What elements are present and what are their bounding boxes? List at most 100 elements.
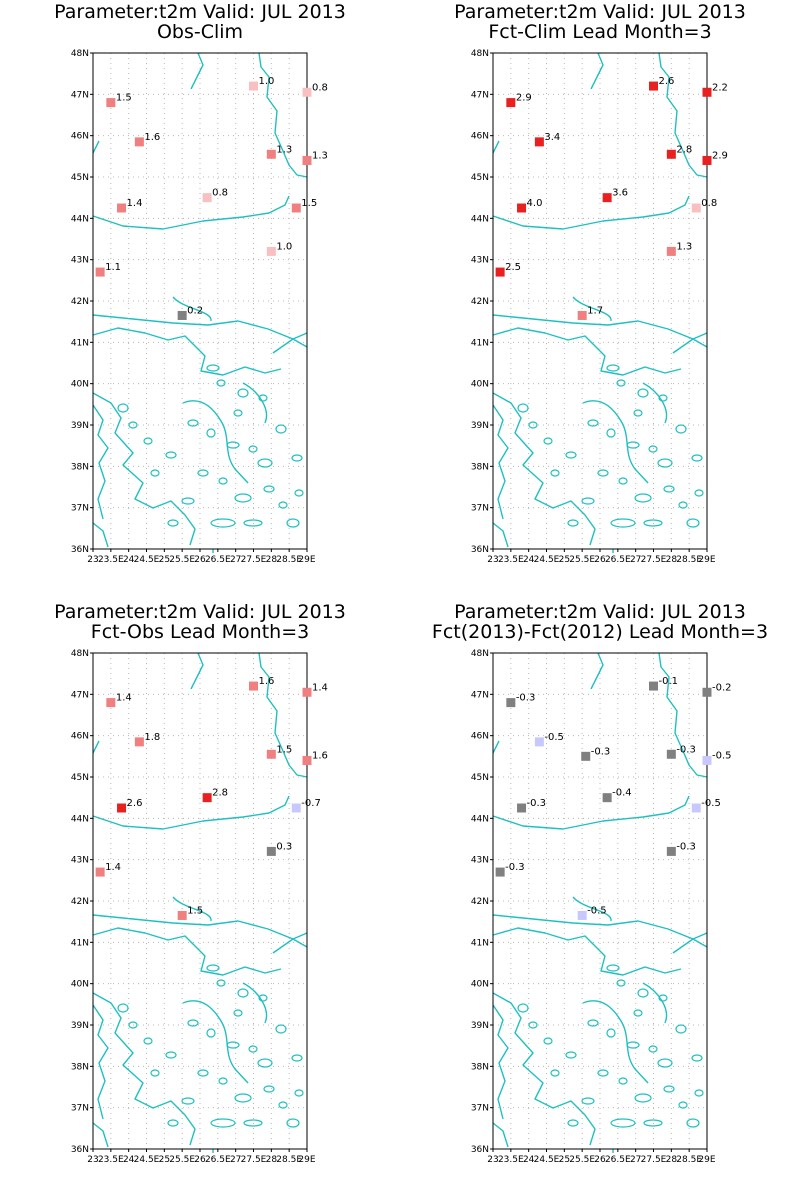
lon-tick-label: 28.5E [276, 555, 302, 565]
island [606, 964, 620, 972]
island [587, 1019, 599, 1027]
lon-tick-label: 25.5E [169, 1155, 195, 1165]
island [258, 994, 268, 1002]
island [243, 519, 263, 527]
station-marker [202, 793, 212, 803]
island [565, 1051, 577, 1059]
coastline [658, 52, 708, 178]
station-marker [266, 149, 276, 159]
lat-tick-label: 46N [471, 732, 489, 742]
lat-tick-label: 37N [471, 504, 489, 514]
island [286, 1118, 300, 1128]
panel-subtitle: Fct(2013)-Fct(2012) Lead Month=3 [432, 621, 768, 643]
lon-tick-label: 25.5E [569, 1155, 595, 1165]
lat-tick-label: 47N [71, 690, 89, 700]
lat-tick-label: 37N [71, 504, 89, 514]
island [234, 493, 252, 503]
lat-tick-label: 36N [71, 1145, 89, 1155]
island [616, 979, 626, 987]
lat-tick-label: 42N [471, 897, 489, 907]
island [216, 379, 226, 387]
station-marker [302, 687, 312, 697]
island [686, 518, 700, 528]
station-value: -0.3 [591, 746, 611, 757]
lon-tick-label: 26.5E [205, 1155, 231, 1165]
island [291, 454, 303, 462]
island [691, 454, 703, 462]
station-marker [702, 687, 712, 697]
island [657, 1058, 673, 1068]
station-value: -0.3 [676, 841, 696, 852]
panel-subtitle: Fct-Clim Lead Month=3 [488, 21, 711, 43]
lon-tick-label: 28.5E [276, 1155, 302, 1165]
lon-tick-label: 25.5E [169, 555, 195, 565]
coastline [172, 296, 212, 322]
coastline [492, 195, 690, 230]
coastline [242, 982, 268, 1024]
island [581, 497, 595, 505]
lat-tick-label: 39N [71, 421, 89, 431]
island [550, 469, 560, 477]
lon-tick-label: 27 [630, 1155, 641, 1165]
coastline [492, 392, 596, 546]
island [658, 394, 668, 402]
island [243, 1119, 263, 1127]
lon-tick-label: 23.5E [98, 555, 124, 565]
station-marker [177, 310, 187, 320]
island [606, 364, 620, 372]
island [226, 441, 240, 449]
island [686, 1118, 700, 1128]
lat-tick-label: 42N [471, 297, 489, 307]
lon-tick-label: 29E [298, 1155, 315, 1165]
coastline [492, 740, 500, 754]
lon-tick-label: 23.5E [498, 1155, 524, 1165]
station-marker [266, 846, 276, 856]
coastline [92, 740, 100, 754]
station-value: -0.1 [659, 676, 679, 687]
island [618, 1077, 628, 1085]
coastline [172, 896, 212, 922]
station-marker [117, 803, 127, 813]
station-marker [702, 87, 712, 97]
island [218, 1077, 228, 1085]
lon-tick-label: 25.5E [569, 555, 595, 565]
island [165, 451, 177, 459]
station-marker [95, 867, 105, 877]
coastline [590, 652, 604, 690]
station-value: 1.3 [676, 241, 692, 252]
island [206, 428, 216, 438]
island [206, 1028, 216, 1038]
lat-tick-label: 43N [71, 256, 89, 266]
station-marker [266, 749, 276, 759]
lat-tick-label: 48N [71, 49, 89, 59]
coastline [92, 392, 196, 546]
island [181, 1097, 195, 1105]
lat-tick-label: 44N [71, 214, 89, 224]
station-value: 1.5 [276, 744, 292, 755]
lat-tick-label: 40N [471, 980, 489, 990]
coastline [182, 1000, 249, 1084]
island [237, 988, 249, 998]
station-marker [134, 137, 144, 147]
station-value: -0.4 [612, 788, 632, 799]
coastline [672, 332, 708, 354]
lat-tick-label: 41N [471, 338, 489, 348]
coastline [182, 400, 249, 484]
island [165, 1051, 177, 1059]
lat-tick-label: 46N [71, 732, 89, 742]
lon-tick-label: 25 [159, 555, 170, 565]
station-marker [517, 803, 527, 813]
lon-tick-label: 27 [230, 555, 241, 565]
station-value: 1.5 [187, 905, 203, 916]
island [117, 1003, 129, 1013]
station-marker [249, 681, 258, 691]
island [248, 445, 258, 453]
station-value: 0.8 [212, 188, 228, 199]
panel-2: 36N 37N 38N 39N 40N 41N 42N 43N 44N 45N 46N 47N 48N 2… [454, 1, 746, 565]
coastline [92, 404, 109, 520]
island [543, 1037, 553, 1045]
island [218, 477, 228, 485]
coastline [590, 52, 604, 90]
station-value: 1.3 [312, 150, 328, 161]
